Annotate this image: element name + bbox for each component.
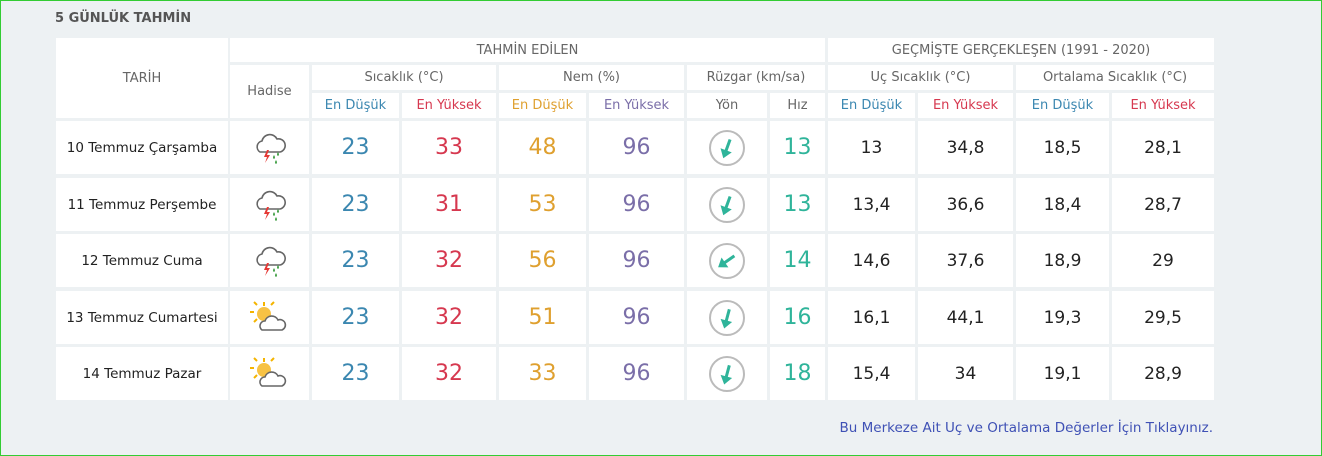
forecast-value: 33 (402, 121, 496, 174)
weather-icon (230, 178, 309, 231)
wind-direction (687, 291, 767, 344)
forecast-value: 96 (589, 291, 684, 344)
header-event: Hadise (230, 65, 309, 118)
subheader: En Düşük (828, 93, 915, 118)
date: 12 Temmuz Cuma (56, 234, 228, 287)
forecast-value: 56 (499, 234, 586, 287)
header-humidity: Nem (%) (499, 65, 684, 90)
header-history: GEÇMİŞTE GERÇEKLEŞEN (1991 - 2020) (828, 38, 1214, 62)
forecast-value: 16 (770, 291, 825, 344)
historical-value: 34,8 (918, 121, 1013, 174)
forecast-value: 33 (499, 347, 586, 400)
historical-value: 29 (1112, 234, 1214, 287)
subheader: En Düşük (499, 93, 586, 118)
forecast-value: 32 (402, 347, 496, 400)
forecast-value: 18 (770, 347, 825, 400)
forecast-value: 14 (770, 234, 825, 287)
forecast-value: 51 (499, 291, 586, 344)
historical-value: 34 (918, 347, 1013, 400)
historical-value: 18,9 (1016, 234, 1109, 287)
subheader: En Düşük (312, 93, 399, 118)
forecast-value: 48 (499, 121, 586, 174)
historical-value: 28,1 (1112, 121, 1214, 174)
forecast-value: 23 (312, 291, 399, 344)
historical-value: 19,1 (1016, 347, 1109, 400)
date: 13 Temmuz Cumartesi (56, 291, 228, 344)
wind-direction (687, 347, 767, 400)
historical-value: 36,6 (918, 178, 1013, 231)
weather-icon (230, 121, 309, 174)
forecast-value: 96 (589, 121, 684, 174)
header-temp: Sıcaklık (°C) (312, 65, 496, 90)
forecast-value: 23 (312, 234, 399, 287)
historical-value: 14,6 (828, 234, 915, 287)
forecast-value: 23 (312, 347, 399, 400)
forecast-value: 13 (770, 178, 825, 231)
wind-direction (687, 121, 767, 174)
header-forecast: TAHMİN EDİLEN (230, 38, 825, 62)
header-average: Ortalama Sıcaklık (°C) (1016, 65, 1214, 90)
date: 11 Temmuz Perşembe (56, 178, 228, 231)
subheader: Hız (770, 93, 825, 118)
forecast-value: 23 (312, 121, 399, 174)
subheader: En Yüksek (918, 93, 1013, 118)
wind-direction (687, 178, 767, 231)
forecast-value: 53 (499, 178, 586, 231)
historical-value: 18,5 (1016, 121, 1109, 174)
subheader: En Yüksek (402, 93, 496, 118)
wind-direction (687, 234, 767, 287)
historical-value: 28,9 (1112, 347, 1214, 400)
forecast-value: 32 (402, 291, 496, 344)
forecast-value: 31 (402, 178, 496, 231)
historical-value: 29,5 (1112, 291, 1214, 344)
date: 10 Temmuz Çarşamba (56, 121, 228, 174)
historical-value: 37,6 (918, 234, 1013, 287)
title: 5 GÜNLÜK TAHMİN (55, 11, 192, 26)
subheader: En Düşük (1016, 93, 1109, 118)
historical-value: 16,1 (828, 291, 915, 344)
forecast-value: 96 (589, 178, 684, 231)
historical-value: 44,1 (918, 291, 1013, 344)
header-wind: Rüzgar (km/sa) (687, 65, 825, 90)
subheader: Yön (687, 93, 767, 118)
forecast-value: 13 (770, 121, 825, 174)
date: 14 Temmuz Pazar (56, 347, 228, 400)
forecast-value: 96 (589, 347, 684, 400)
historical-value: 13 (828, 121, 915, 174)
subheader: En Yüksek (589, 93, 684, 118)
weather-icon (230, 291, 309, 344)
forecast-value: 32 (402, 234, 496, 287)
weather-icon (230, 234, 309, 287)
weather-icon (230, 347, 309, 400)
historical-value: 13,4 (828, 178, 915, 231)
historical-value: 18,4 (1016, 178, 1109, 231)
history-link[interactable]: Bu Merkeze Ait Uç ve Ortalama Değerler İ… (839, 420, 1213, 436)
historical-value: 19,3 (1016, 291, 1109, 344)
historical-value: 28,7 (1112, 178, 1214, 231)
subheader: En Yüksek (1112, 93, 1214, 118)
header-extreme: Uç Sıcaklık (°C) (828, 65, 1013, 90)
forecast-value: 23 (312, 178, 399, 231)
forecast-value: 96 (589, 234, 684, 287)
header-date: TARİH (56, 38, 228, 118)
historical-value: 15,4 (828, 347, 915, 400)
